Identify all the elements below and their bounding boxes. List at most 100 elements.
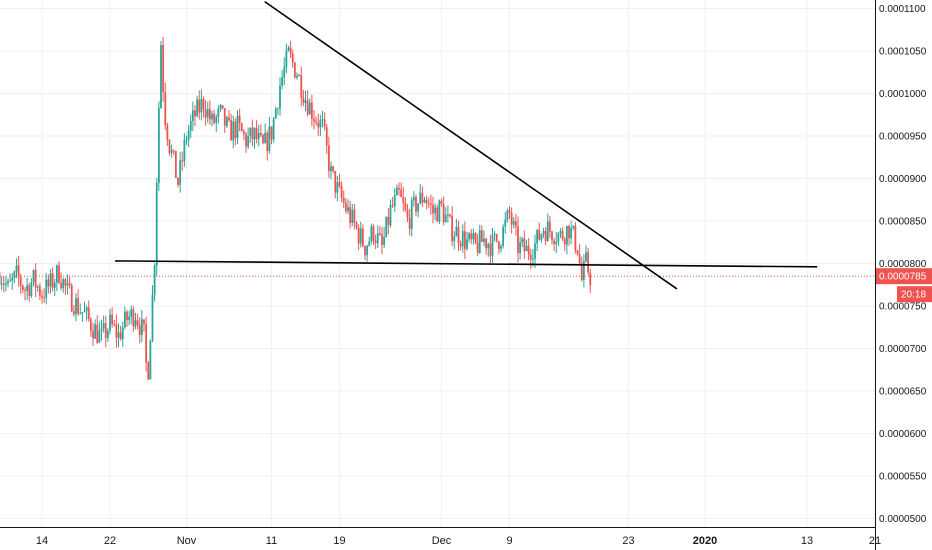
- candle-body: [0, 283, 3, 285]
- candle-body: [211, 113, 213, 120]
- candle-body: [353, 209, 356, 223]
- drawings[interactable]: [115, 0, 818, 290]
- x-tick-label: 2020: [693, 535, 717, 547]
- candle-body: [296, 75, 298, 78]
- candle-body: [300, 75, 303, 98]
- candle-body: [204, 109, 207, 118]
- candle-body: [253, 128, 256, 140]
- candle-body: [512, 221, 515, 225]
- candle-body: [262, 135, 264, 144]
- candle-body: [83, 310, 86, 313]
- candle-body: [240, 123, 243, 132]
- candle-body: [480, 230, 483, 242]
- candle-body: [94, 324, 97, 339]
- candle-body: [24, 290, 26, 292]
- candle-body: [542, 231, 545, 235]
- candle-body: [160, 45, 162, 109]
- candle-body: [508, 210, 511, 213]
- candle-body: [60, 282, 63, 289]
- candle-body: [119, 332, 122, 340]
- candle-body: [66, 283, 69, 286]
- candle-body: [232, 121, 235, 141]
- candle-body: [523, 238, 526, 252]
- candle-body: [389, 205, 392, 226]
- candle-body: [351, 209, 354, 223]
- x-tick-label: 19: [333, 535, 345, 547]
- candle-body: [544, 231, 547, 242]
- candle-body: [510, 212, 513, 225]
- candle-body: [21, 285, 24, 291]
- candle-body: [147, 362, 150, 380]
- candle-body: [466, 239, 468, 249]
- candle-body: [62, 279, 65, 289]
- candle-body: [270, 126, 273, 140]
- candle-body: [200, 99, 203, 113]
- candle-body: [453, 236, 456, 241]
- candle-body: [440, 200, 443, 204]
- candle-body: [572, 225, 575, 228]
- candle-body: [45, 279, 48, 298]
- horizontal-support-line[interactable]: [115, 260, 818, 268]
- candle-body: [81, 312, 84, 314]
- candle-body: [155, 182, 158, 266]
- candle-body: [327, 145, 330, 172]
- candle-body: [412, 197, 415, 201]
- candle-body: [432, 205, 434, 214]
- candle-body: [28, 285, 31, 296]
- candle-body: [198, 99, 201, 113]
- candle-body: [500, 245, 502, 249]
- candle-body: [434, 207, 437, 214]
- candle-body: [340, 186, 343, 199]
- candle-body: [559, 231, 562, 234]
- candle-body: [521, 238, 524, 243]
- candle-body: [55, 265, 58, 283]
- candle-body: [368, 241, 371, 246]
- candle-body: [170, 150, 173, 153]
- candle-body: [87, 307, 90, 320]
- candle-body: [325, 127, 328, 146]
- candle-body: [408, 217, 411, 229]
- candle-body: [570, 227, 573, 239]
- candle-body: [342, 198, 345, 203]
- candle-body: [234, 121, 237, 138]
- x-tick-label: Nov: [177, 535, 197, 547]
- candle-body: [9, 280, 12, 282]
- candle-body: [355, 222, 358, 228]
- candle-body: [310, 102, 313, 119]
- candle-body: [85, 307, 88, 311]
- candle-body: [497, 241, 500, 249]
- candle-body: [132, 309, 135, 327]
- candle-body: [514, 221, 517, 227]
- candle-body: [478, 230, 481, 253]
- x-tick-label: 22: [104, 535, 116, 547]
- candle-body: [228, 117, 230, 121]
- candle-body: [332, 166, 335, 172]
- candle-body: [398, 187, 400, 190]
- candle-body: [128, 316, 131, 321]
- candle-body: [217, 108, 220, 117]
- candle-body: [344, 202, 347, 212]
- candle-body: [438, 200, 441, 222]
- candle-body: [70, 285, 73, 312]
- candle-body: [321, 119, 324, 121]
- candle-body: [79, 312, 82, 314]
- candle-body: [489, 243, 492, 256]
- candle-body: [162, 45, 165, 92]
- candle-body: [470, 233, 473, 240]
- candles: [0, 36, 592, 381]
- candle-body: [421, 192, 424, 203]
- candle-body: [225, 117, 228, 126]
- candle-body: [102, 323, 105, 329]
- candle-body: [429, 203, 432, 206]
- countdown-tag: [897, 286, 932, 303]
- candle-body: [247, 135, 250, 147]
- candle-body: [485, 238, 488, 249]
- descending-trendline[interactable]: [264, 0, 678, 290]
- candle-body: [202, 99, 205, 110]
- candle-body: [395, 187, 398, 196]
- candle-body: [30, 282, 33, 296]
- candle-body: [393, 195, 396, 207]
- candle-body: [77, 298, 80, 314]
